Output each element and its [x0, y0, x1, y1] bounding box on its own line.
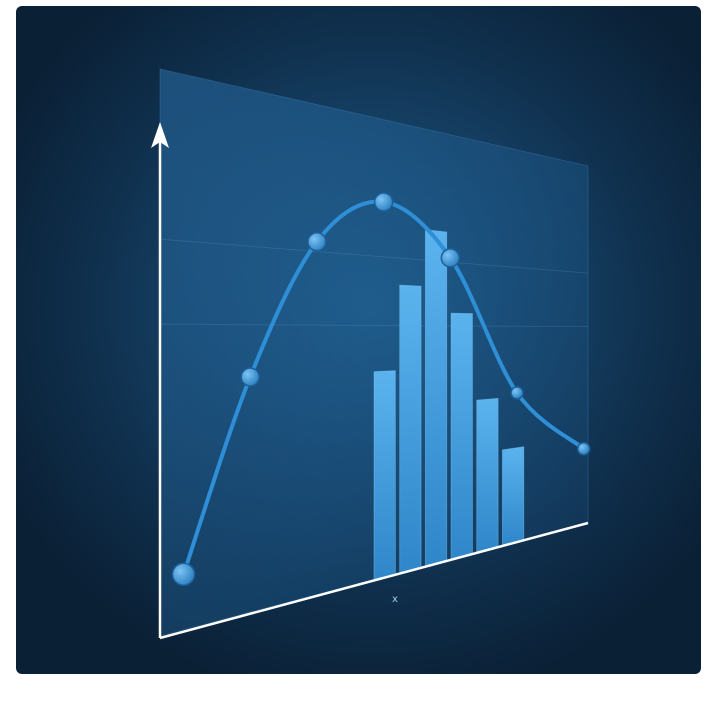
grid-line [159, 238, 589, 274]
curve-point [171, 562, 196, 586]
x-axis [159, 521, 589, 640]
bar [424, 229, 448, 567]
curve-point [240, 367, 260, 387]
y-axis-arrow-icon [151, 122, 169, 148]
curve-line [181, 199, 586, 577]
bar [501, 446, 525, 547]
chart-svg: x [151, 68, 591, 640]
bar [399, 284, 422, 574]
chart-frame: x [16, 6, 701, 674]
bar [373, 370, 396, 581]
grid-line [159, 323, 589, 328]
bar [476, 397, 499, 553]
x-axis-label: x [392, 594, 398, 605]
grid-lines [159, 238, 589, 328]
bar [450, 312, 473, 560]
curve-point [576, 441, 591, 456]
curve-point [440, 248, 461, 268]
curve-point [307, 232, 327, 252]
curve-point [373, 192, 394, 212]
bar-series [373, 229, 525, 581]
curve-points [171, 192, 591, 586]
curve-point [510, 386, 524, 400]
